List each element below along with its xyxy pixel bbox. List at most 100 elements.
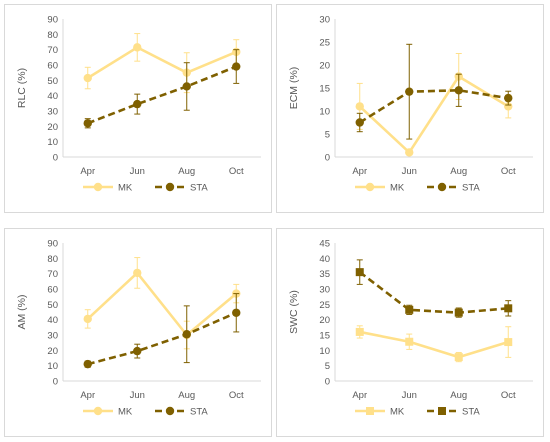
data-point	[83, 119, 92, 128]
series-mk	[83, 257, 241, 350]
legend-label: MK	[390, 183, 405, 194]
series-line	[87, 311, 237, 366]
data-point	[182, 330, 191, 339]
x-tick-label: Jun	[402, 166, 417, 177]
y-tick-label: 80	[47, 30, 58, 41]
x-tick-label: Apr	[80, 390, 95, 401]
y-tick-label: 50	[47, 300, 58, 311]
series-line	[359, 89, 509, 124]
legend-marker	[438, 407, 446, 415]
legend-marker	[165, 182, 175, 192]
chart-svg: 0 5 10 15 20 25 30 Apr Jun Aug Oct ECM (%) MK STA	[288, 15, 533, 194]
legend-item-sta: STA	[155, 183, 208, 194]
legend-label: STA	[190, 407, 208, 418]
legend-marker	[365, 182, 375, 192]
y-tick-label: 70	[47, 45, 58, 56]
data-point	[355, 268, 364, 277]
y-tick-label: 90	[47, 239, 58, 250]
x-tick-label: Apr	[352, 166, 367, 177]
y-tick-label: 10	[319, 107, 330, 118]
y-tick-label: 40	[47, 91, 58, 102]
data-point	[504, 93, 513, 103]
chart-svg: 0 10 20 30 40 50 60 70 80 90 Apr Jun Aug Oct AM (%) MK S…	[16, 239, 261, 418]
data-point	[504, 338, 513, 347]
series-mk	[83, 33, 241, 94]
data-point	[405, 337, 414, 346]
legend-marker	[93, 182, 103, 192]
data-point	[133, 346, 142, 356]
data-point	[83, 73, 92, 83]
y-tick-label: 60	[47, 61, 58, 72]
legend-label: MK	[118, 407, 133, 418]
y-tick-label: 15	[319, 331, 330, 342]
y-tick-label: 25	[319, 38, 330, 49]
data-point	[133, 43, 142, 52]
y-tick-label: 25	[319, 300, 330, 311]
y-axis-label: RLC (%)	[16, 68, 28, 108]
x-tick-label: Jun	[130, 390, 145, 401]
series-line	[86, 271, 238, 337]
legend-item-mk: MK	[355, 407, 405, 418]
legend-marker	[93, 406, 103, 416]
legend-label: MK	[118, 183, 133, 194]
legend-item-mk: MK	[83, 407, 133, 418]
y-tick-label: 60	[47, 285, 58, 296]
y-tick-label: 30	[47, 107, 58, 118]
series-line	[358, 75, 509, 154]
data-point	[133, 99, 142, 109]
y-tick-label: 15	[319, 84, 330, 95]
x-tick-label: Oct	[501, 166, 516, 177]
data-point	[355, 102, 364, 111]
data-point	[454, 308, 463, 317]
y-tick-label: 50	[47, 76, 58, 87]
data-point	[83, 314, 92, 324]
y-tick-label: 10	[47, 137, 58, 148]
y-tick-label: 0	[325, 153, 330, 164]
series-mk	[355, 53, 513, 157]
legend-marker	[437, 182, 447, 192]
y-axis-label: AM (%)	[16, 295, 28, 330]
chart-panel-swc: 0 5 10 15 20 25 30 35 40 45 Apr Jun Aug Oct SWC (%) MK S…	[276, 228, 544, 437]
legend-item-sta: STA	[155, 407, 208, 418]
y-tick-label: 20	[47, 122, 58, 133]
chart-svg: 0 10 20 30 40 50 60 70 80 90 Apr Jun Aug Oct RLC (%) MK…	[16, 15, 261, 194]
series-line	[87, 65, 237, 125]
y-tick-label: 20	[319, 315, 330, 326]
data-point	[232, 308, 241, 317]
y-tick-label: 0	[53, 153, 58, 164]
data-point	[355, 118, 364, 127]
series-line	[87, 46, 237, 80]
legend-label: STA	[190, 183, 208, 194]
y-tick-label: 40	[319, 254, 330, 265]
series-line	[358, 271, 509, 314]
data-point	[405, 305, 414, 314]
legend-item-mk: MK	[83, 183, 133, 194]
x-tick-label: Aug	[450, 390, 467, 401]
x-tick-label: Oct	[501, 390, 516, 401]
legend-label: STA	[462, 407, 480, 418]
y-tick-label: 5	[325, 361, 330, 372]
y-tick-label: 45	[319, 239, 330, 250]
x-tick-label: Oct	[229, 390, 244, 401]
y-tick-label: 70	[47, 269, 58, 280]
x-tick-label: Jun	[130, 166, 145, 177]
series-mk	[355, 325, 513, 363]
y-tick-label: 5	[325, 130, 330, 141]
y-tick-label: 20	[47, 346, 58, 357]
data-point	[355, 327, 364, 336]
y-tick-label: 10	[319, 346, 330, 357]
legend-marker	[366, 407, 374, 415]
legend-marker	[165, 406, 175, 416]
chart-svg: 0 5 10 15 20 25 30 35 40 45 Apr Jun Aug Oct SWC (%) MK S…	[288, 239, 533, 418]
chart-panel-rlc: 0 10 20 30 40 50 60 70 80 90 Apr Jun Aug Oct RLC (%) MK…	[4, 4, 272, 213]
x-tick-label: Aug	[178, 390, 195, 401]
y-tick-label: 0	[325, 377, 330, 388]
data-point	[232, 62, 241, 71]
data-point	[454, 86, 463, 95]
x-tick-label: Apr	[80, 166, 95, 177]
legend-label: MK	[390, 407, 405, 418]
y-tick-label: 0	[53, 377, 58, 388]
y-tick-label: 30	[47, 331, 58, 342]
data-point	[454, 353, 463, 362]
y-tick-label: 10	[47, 361, 58, 372]
